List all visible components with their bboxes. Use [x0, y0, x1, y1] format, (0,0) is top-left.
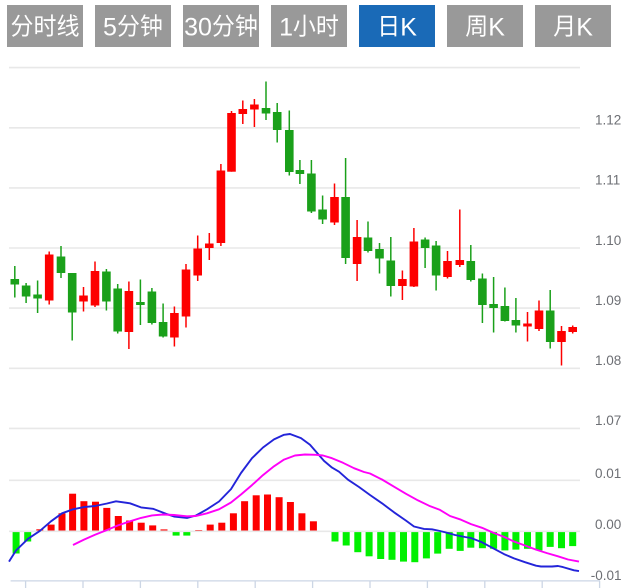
svg-text:1: 1	[279, 14, 293, 42]
svg-text:K: K	[488, 14, 505, 42]
svg-text:30: 30	[184, 14, 212, 42]
svg-text:1.07: 1.07	[595, 413, 621, 428]
svg-text:1.10: 1.10	[595, 233, 621, 248]
svg-text:5: 5	[103, 14, 117, 42]
svg-text:1.08: 1.08	[595, 353, 621, 368]
svg-text:K: K	[576, 14, 593, 42]
svg-text:1.09: 1.09	[595, 293, 621, 308]
svg-text:0.00: 0.00	[595, 517, 621, 532]
svg-text:1.12: 1.12	[595, 113, 621, 128]
svg-text:1.11: 1.11	[595, 173, 620, 188]
svg-text:-0.01: -0.01	[591, 568, 622, 583]
svg-text:0.01: 0.01	[595, 466, 621, 481]
svg-text:K: K	[400, 14, 417, 42]
